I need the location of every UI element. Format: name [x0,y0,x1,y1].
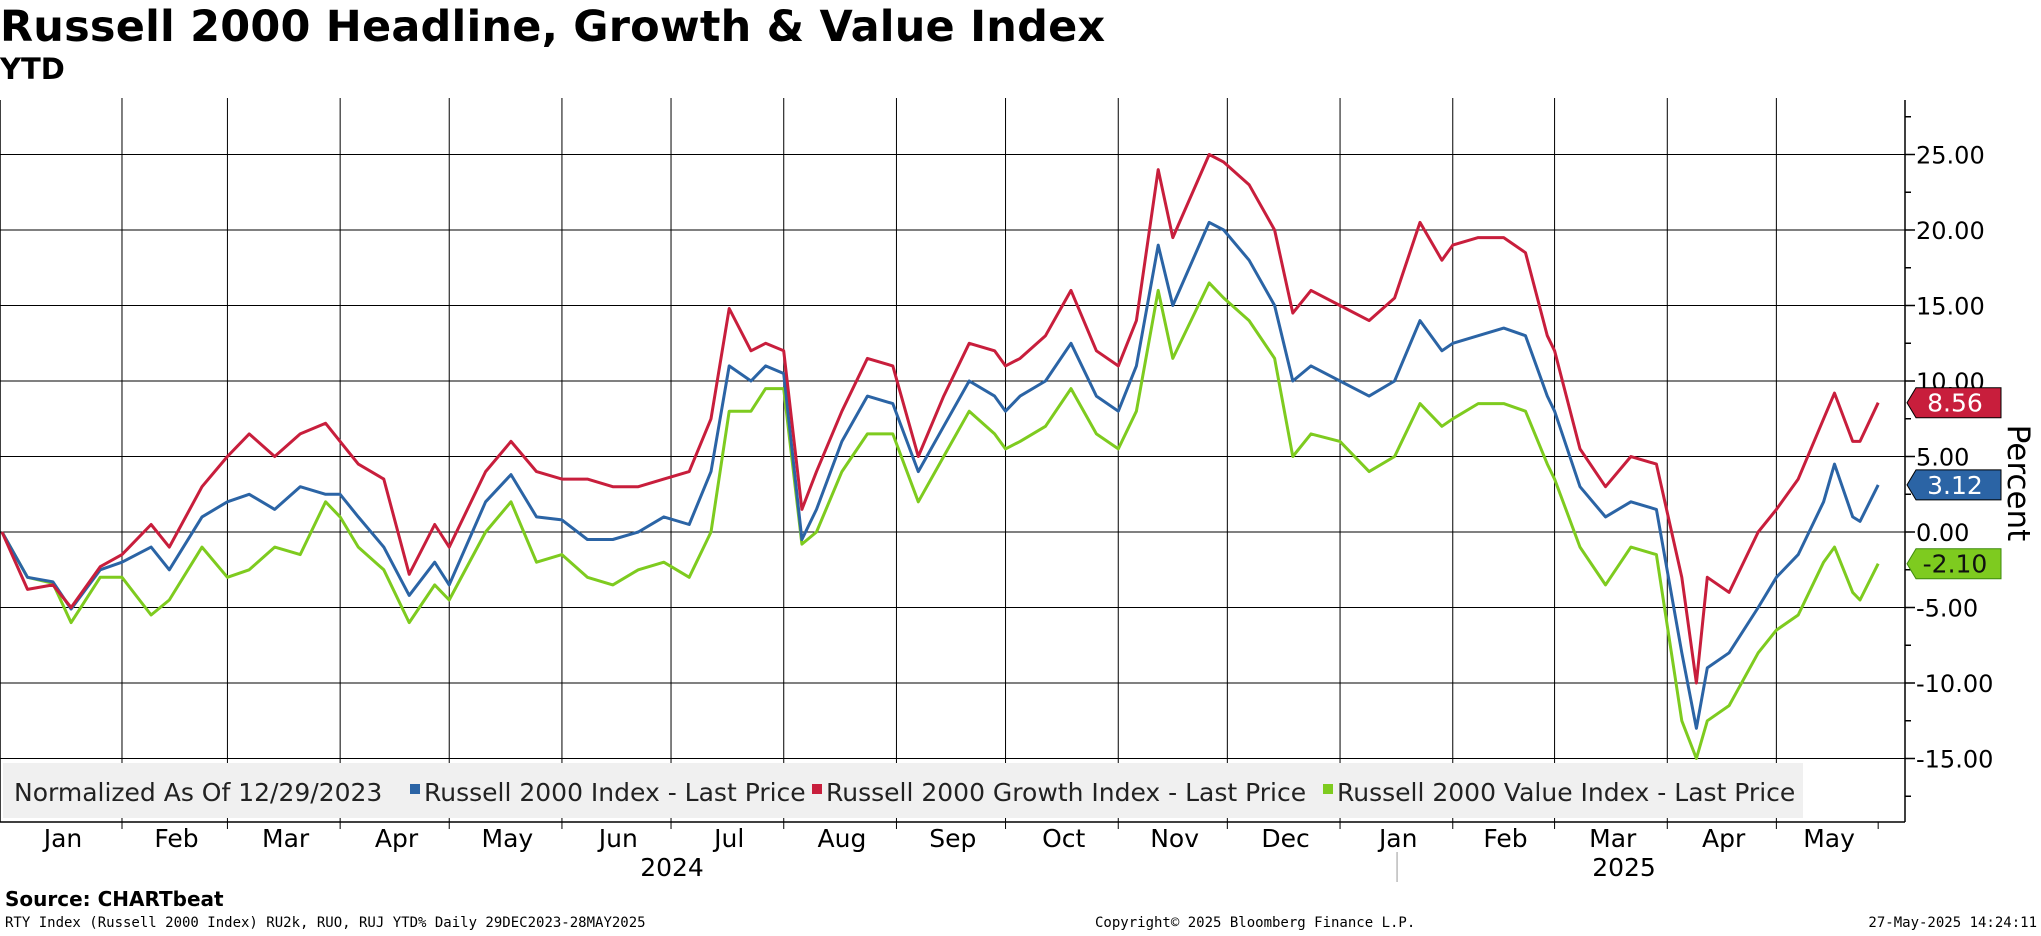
x-tick-label-month: Jan [42,824,83,853]
series-line-growth [0,153,1880,685]
y-tick-label: -5.00 [1916,595,1978,623]
x-tick-label-month: Oct [1042,824,1085,853]
x-tick-label-month: Jun [597,824,638,853]
footer-copyright: Copyright© 2025 Bloomberg Finance L.P. [1095,915,1416,931]
legend-label-growth: Russell 2000 Growth Index - Last Price [826,778,1306,807]
legend-swatch-growth [812,784,822,794]
y-tick-label: -10.00 [1916,670,1993,698]
source-label: Source: CHARTbeat [5,887,224,911]
x-tick-label-month: Apr [1702,824,1746,853]
legend-background [3,763,1803,818]
chart-subtitle: YTD [0,52,65,86]
gridlines [0,98,1905,822]
x-tick-label-month: May [482,824,534,853]
x-tick-label-month: Sep [929,824,976,853]
axes: 25.0020.0015.0010.005.000.00-5.00-10.00-… [0,100,1993,882]
last-value-label-growth: 8.56 [1927,389,1983,418]
last-value-badge-growth [1906,387,2002,419]
footer-left: RTY Index (Russell 2000 Index) RU2k, RUO… [5,915,646,931]
x-tick-label-month: Dec [1261,824,1309,853]
legend: Normalized As Of 12/29/2023 Russell 2000… [3,763,1803,818]
series-line-headline [0,220,1880,730]
y-tick-label: 20.00 [1916,217,1985,245]
last-value-label-value: -2.10 [1923,550,1988,579]
y-tick-label: 0.00 [1916,519,1969,547]
x-tick-label-year: 2024 [640,853,704,882]
y-tick-label: 5.00 [1916,444,1969,472]
y-tick-label: -15.00 [1916,746,1993,774]
legend-label-headline: Russell 2000 Index - Last Price [424,778,806,807]
last-value-label-headline: 3.12 [1927,471,1983,500]
x-tick-label-month: Jul [712,824,744,853]
x-tick-label-month: Mar [1589,824,1637,853]
legend-swatch-headline [410,784,420,794]
legend-normalized-label: Normalized As Of 12/29/2023 [14,778,382,807]
series-line-value [0,281,1880,760]
series-lines [0,153,1880,760]
x-tick-label-month: Mar [262,824,310,853]
y-tick-label: 15.00 [1916,293,1985,321]
x-tick-label-month: Jan [1377,824,1418,853]
x-tick-label-month: Aug [818,824,867,853]
y-tick-label: 25.00 [1916,142,1985,170]
x-tick-label-month: Nov [1150,824,1199,853]
legend-swatch-value [1323,784,1333,794]
x-tick-label-month: Apr [375,824,419,853]
legend-label-value: Russell 2000 Value Index - Last Price [1337,778,1795,807]
x-tick-label-month: Feb [1483,824,1527,853]
y-axis-label: Percent [2000,425,2036,542]
last-value-badge-value [1906,548,2002,580]
x-tick-label-year: 2025 [1592,853,1656,882]
x-tick-label-month: Feb [154,824,198,853]
last-value-badge-headline [1906,469,2002,501]
last-value-badges: 8.56 3.12 -2.10 [1906,387,2002,580]
x-tick-label-month: May [1803,824,1855,853]
footer-timestamp: 27-May-2025 14:24:11 [1868,915,2037,931]
chart-title: Russell 2000 Headline, Growth & Value In… [0,2,1106,52]
